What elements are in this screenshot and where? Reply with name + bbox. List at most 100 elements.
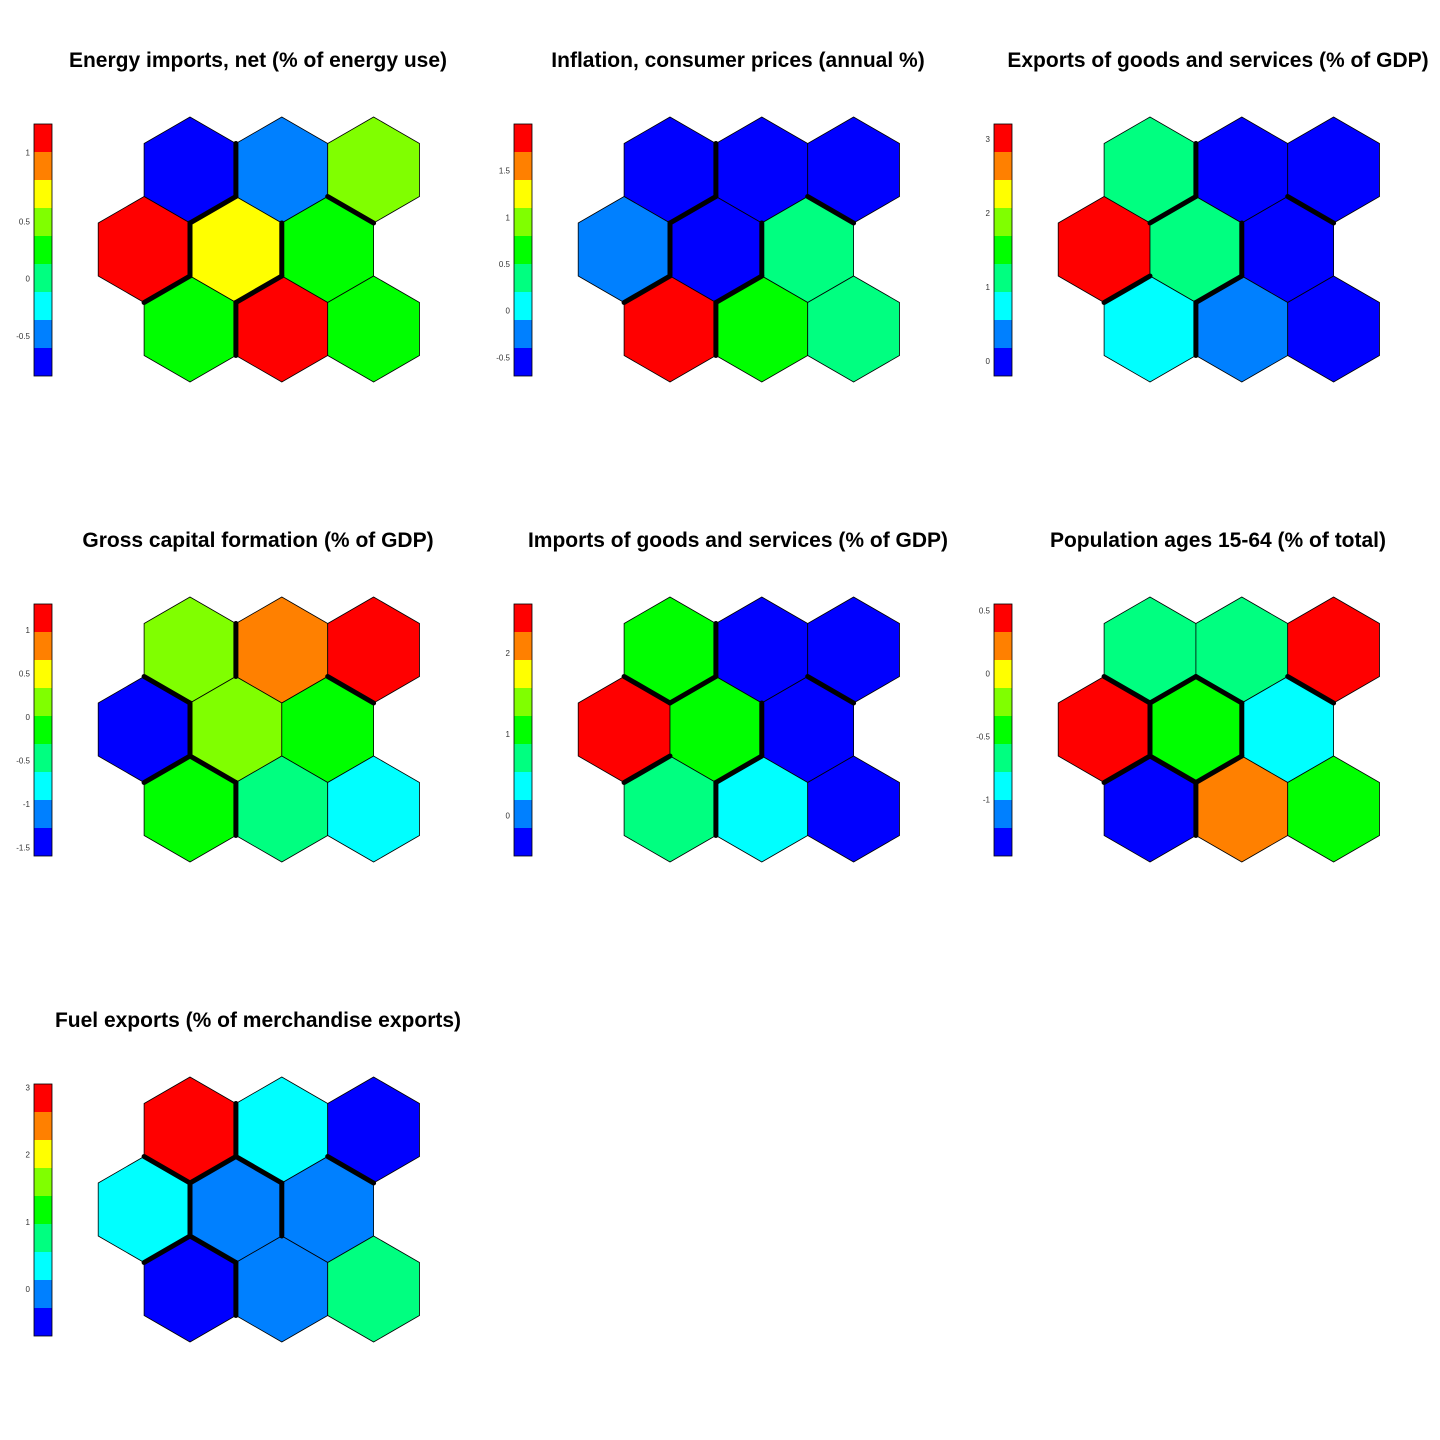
cluster-boundary (621, 273, 673, 305)
color-scale-tick-label: 0 (26, 1285, 31, 1294)
color-scale-segment (34, 744, 52, 772)
color-scale-tick-label: 1 (26, 1218, 31, 1227)
color-scale-segment (34, 152, 52, 180)
heatmap-panel: Population ages 15-64 (% of total) 0.5 0 -0… (976, 529, 1386, 863)
hex-grid (577, 596, 900, 863)
color-scale-frame (993, 603, 1013, 857)
color-scale-frame (33, 123, 53, 377)
color-scale-tick-label: 0.5 (499, 260, 511, 269)
cluster-boundary (233, 273, 285, 305)
color-scale-segment (34, 236, 52, 264)
color-scale-segment (514, 660, 532, 688)
hex-grid (97, 1076, 420, 1343)
color-scale-segment (994, 348, 1012, 376)
color-scale-segment (34, 1084, 52, 1112)
cluster-boundary (187, 1233, 239, 1265)
cluster-boundary (621, 753, 673, 785)
cluster-boundary (187, 1154, 239, 1186)
hex-cell (1287, 275, 1380, 383)
color-scale-tick-label: 2 (506, 649, 511, 658)
cluster-boundary (667, 194, 719, 226)
color-scale: 1.5 1 0.5 0 -0.5 (496, 123, 533, 377)
cluster-boundary (1147, 674, 1199, 706)
color-scale-segment (34, 688, 52, 716)
color-scale-tick-label: 2 (986, 209, 991, 218)
heatmap-panel: Fuel exports (% of merchandise exports) 3… (26, 1009, 461, 1343)
color-scale-segment (34, 800, 52, 828)
color-scale: 3 2 1 0 (26, 1083, 53, 1337)
color-scale: 2 1 0 (506, 603, 533, 857)
color-scale-segment (994, 320, 1012, 348)
color-scale-segment (514, 716, 532, 744)
color-scale-segment (994, 208, 1012, 236)
color-scale-segment (994, 800, 1012, 828)
color-scale-segment (34, 208, 52, 236)
cluster-boundary (805, 194, 857, 226)
color-scale: 3 2 1 0 (986, 123, 1013, 377)
color-scale-segment (34, 1308, 52, 1336)
cluster-boundary (1285, 674, 1337, 706)
color-scale-tick-label: -1.5 (16, 843, 30, 852)
color-scale-segment (34, 1280, 52, 1308)
color-scale-tick-label: 0 (506, 307, 511, 316)
color-scale-segment (514, 208, 532, 236)
color-scale-segment (514, 632, 532, 660)
color-scale-tick-label: 3 (986, 135, 991, 144)
color-scale-frame (513, 603, 533, 857)
color-scale-frame (993, 123, 1013, 377)
color-scale-segment (994, 772, 1012, 800)
cluster-boundary (141, 753, 193, 785)
cluster-boundary (1193, 753, 1245, 785)
color-scale-tick-label: 2 (26, 1151, 31, 1160)
color-scale-segment (994, 180, 1012, 208)
cluster-boundary (325, 674, 377, 706)
color-scale-segment (34, 716, 52, 744)
panel-title: Energy imports, net (% of energy use) (69, 49, 447, 72)
color-scale-segment (994, 716, 1012, 744)
cluster-boundary (233, 1154, 285, 1186)
heatmap-panel: Imports of goods and services (% of GDP)… (506, 529, 948, 863)
color-scale-tick-label: 1 (26, 149, 31, 158)
cluster-boundary (141, 674, 193, 706)
color-scale-tick-label: -1 (983, 795, 991, 804)
color-scale-segment (34, 264, 52, 292)
color-scale-segment (994, 264, 1012, 292)
heatmap-panel: Gross capital formation (% of GDP) 1 0.5 0 -… (16, 529, 434, 863)
color-scale-segment (994, 604, 1012, 632)
color-scale-segment (994, 744, 1012, 772)
color-scale-segment (514, 744, 532, 772)
hex-grid (97, 116, 420, 383)
color-scale-segment (514, 688, 532, 716)
cluster-boundary (141, 1154, 193, 1186)
hex-grid (1057, 596, 1380, 863)
cluster-boundary (1101, 674, 1153, 706)
color-scale-segment (34, 828, 52, 856)
color-scale: 0.5 0 -0.5 -1 (976, 603, 1013, 857)
cluster-boundaries (1101, 141, 1337, 358)
color-scale-tick-label: 1 (986, 283, 991, 292)
color-scale-segment (514, 180, 532, 208)
color-scale-segment (34, 1112, 52, 1140)
color-scale-segment (994, 236, 1012, 264)
color-scale-tick-label: -0.5 (496, 353, 510, 362)
color-scale-tick-label: -0.5 (16, 332, 30, 341)
cluster-boundary (1285, 194, 1337, 226)
color-scale-segment (994, 124, 1012, 152)
color-scale-tick-label: 0 (986, 357, 991, 366)
cluster-boundary (1101, 273, 1153, 305)
cluster-boundary (141, 273, 193, 305)
color-scale-segment (34, 1196, 52, 1224)
color-scale-segment (34, 292, 52, 320)
color-scale-tick-label: 0 (26, 713, 31, 722)
color-scale-segment (34, 1140, 52, 1168)
hex-cell (327, 755, 420, 863)
hex-grid (1057, 116, 1380, 383)
cluster-boundary (713, 753, 765, 785)
color-scale-segment (514, 320, 532, 348)
color-scale-segment (514, 828, 532, 856)
color-scale-segment (34, 1224, 52, 1252)
cluster-boundary (141, 1233, 193, 1265)
color-scale: 1 0.5 0 -0.5 -1 -1.5 (16, 603, 53, 857)
cluster-boundary (187, 753, 239, 785)
color-scale-frame (33, 603, 53, 857)
